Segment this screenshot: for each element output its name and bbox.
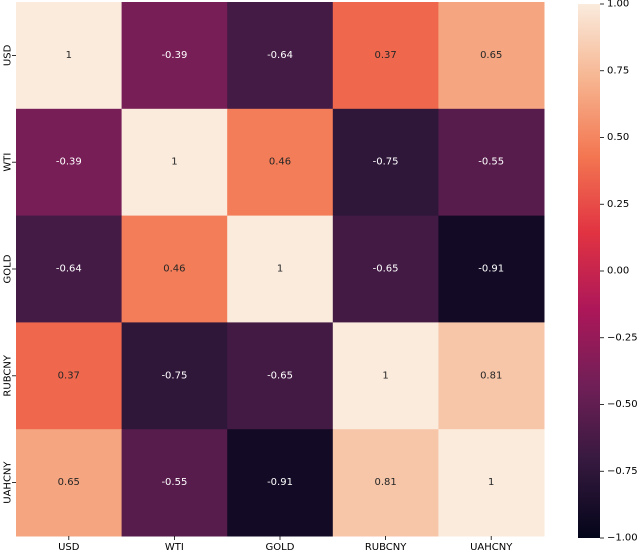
- heatmap-cell-gold-gold: [227, 215, 334, 323]
- heatmap-cell-rubcny-wti: [121, 322, 228, 430]
- heatmap-cell-wti-gold: [227, 108, 334, 217]
- y-tick-label-usd: USD: [3, 44, 14, 66]
- heatmap-cell-wti-uahcny: [438, 108, 545, 217]
- heatmap-cell-usd-usd: [16, 2, 123, 110]
- y-tick-label-rubcny: RUBCNY: [3, 354, 14, 396]
- colorbar-tick-label: 1.00: [607, 0, 629, 10]
- heatmap-cell-uahcny-usd: [16, 429, 123, 537]
- heatmap-cell-usd-wti: [121, 2, 228, 110]
- colorbar-tick-label: −0.25: [607, 332, 638, 343]
- heatmap-cell-wti-rubcny: [332, 108, 439, 217]
- cell-value-label: -0.64: [267, 50, 293, 61]
- heatmap-cell-rubcny-uahcny: [438, 322, 545, 430]
- cell-value-label: 1: [66, 50, 72, 61]
- x-tick-label-usd: USD: [58, 542, 80, 552]
- cell-value-label: -0.55: [161, 477, 187, 488]
- x-axis: USD WTI GOLD RUBCNY UAHCNY: [58, 536, 513, 552]
- y-axis: USD WTI GOLD RUBCNY UAHCNY: [3, 44, 16, 504]
- x-tick-label-gold: GOLD: [266, 542, 295, 552]
- cell-value-label: 1: [171, 157, 177, 168]
- heatmap-cell-usd-uahcny: [438, 2, 545, 110]
- heatmap-cell-labels: 1 -0.39 -0.64 0.37 0.65 -0.39 1 0.46 -0.75 -0.55 -…: [56, 50, 504, 488]
- cell-value-label: -0.55: [478, 157, 504, 168]
- cell-value-label: 1: [488, 477, 494, 488]
- cell-value-label: -0.65: [267, 370, 293, 381]
- cell-value-label: 0.37: [58, 370, 80, 381]
- cell-value-label: -0.64: [56, 264, 82, 275]
- cell-value-label: 0.65: [58, 477, 80, 488]
- y-tick-label-gold: GOLD: [3, 254, 14, 283]
- cell-value-label: 0.81: [480, 370, 502, 381]
- cell-value-label: -0.39: [161, 50, 187, 61]
- colorbar: 1.00 0.75 0.50 0.25 0.00 −0.25 −0.50 −0.75 −1.00: [578, 0, 638, 544]
- heatmap-cell-wti-wti: [121, 108, 228, 217]
- colorbar-gradient: [578, 4, 600, 538]
- cell-value-label: -0.75: [373, 157, 399, 168]
- x-tick-label-rubcny: RUBCNY: [365, 542, 407, 552]
- cell-value-label: -0.65: [373, 264, 399, 275]
- cell-value-label: 0.65: [480, 50, 502, 61]
- heatmap-cell-gold-wti: [121, 215, 228, 323]
- colorbar-tick-label: −0.50: [607, 399, 638, 410]
- cell-value-label: -0.39: [56, 157, 82, 168]
- colorbar-tick-label: −0.75: [607, 466, 638, 477]
- y-tick-label-uahcny: UAHCNY: [3, 461, 14, 504]
- heatmap-cell-rubcny-rubcny: [332, 322, 439, 430]
- heatmap-cell-uahcny-uahcny: [438, 429, 545, 537]
- cell-value-label: -0.75: [161, 370, 187, 381]
- heatmap-cell-gold-rubcny: [332, 215, 439, 323]
- cell-value-label: 1: [382, 370, 388, 381]
- heatmap-cell-rubcny-gold: [227, 322, 334, 430]
- cell-value-label: -0.91: [478, 264, 504, 275]
- x-tick-label-wti: WTI: [165, 542, 184, 552]
- colorbar-tick-label: −1.00: [607, 533, 638, 544]
- heatmap-cell-uahcny-rubcny: [332, 429, 439, 537]
- heatmap-cell-rubcny-usd: [16, 322, 123, 430]
- colorbar-ticks: 1.00 0.75 0.50 0.25 0.00 −0.25 −0.50 −0.75 −1.00: [600, 0, 638, 544]
- colorbar-tick-label: 0.50: [607, 132, 629, 143]
- heatmap-cell-uahcny-gold: [227, 429, 334, 537]
- colorbar-tick-label: 0.75: [607, 65, 629, 76]
- heatmap-cell-usd-gold: [227, 2, 334, 110]
- colorbar-tick-label: 0.00: [607, 266, 629, 277]
- cell-value-label: 1: [277, 264, 283, 275]
- heatmap-cell-gold-uahcny: [438, 215, 545, 323]
- cell-value-label: 0.37: [374, 50, 396, 61]
- x-tick-label-uahcny: UAHCNY: [470, 542, 513, 552]
- colorbar-tick-label: 0.25: [607, 199, 629, 210]
- heatmap-cell-usd-rubcny: [332, 2, 439, 110]
- y-tick-label-wti: WTI: [3, 153, 14, 172]
- heatmap-cell-gold-usd: [16, 215, 123, 323]
- heatmap-cells: [16, 2, 545, 537]
- heatmap-cell-uahcny-wti: [121, 429, 228, 537]
- cell-value-label: 0.46: [163, 264, 185, 275]
- cell-value-label: 0.81: [374, 477, 396, 488]
- cell-value-label: -0.91: [267, 477, 293, 488]
- cell-value-label: 0.46: [269, 157, 291, 168]
- heatmap-cell-wti-usd: [16, 108, 123, 217]
